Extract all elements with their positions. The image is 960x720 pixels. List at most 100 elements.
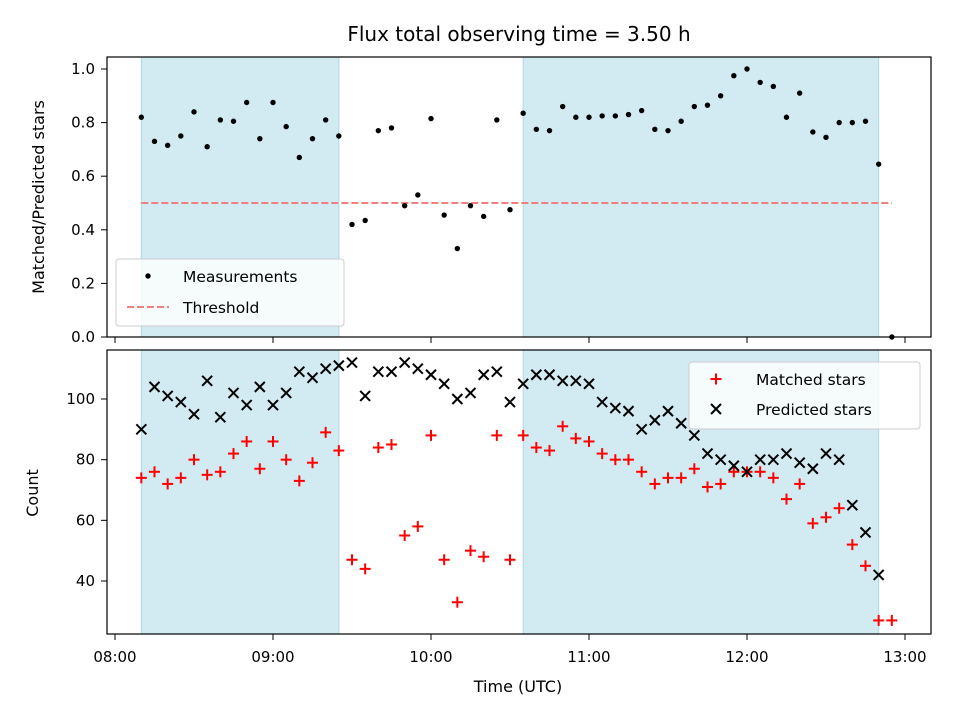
measurement-point: [138, 114, 145, 120]
top-shading: [140, 56, 880, 338]
matched-star-point: [517, 429, 529, 441]
matched-star-point: [530, 442, 542, 454]
x-tick-label: 09:00: [251, 648, 294, 666]
chart-title: Flux total observing time = 3.50 h: [347, 22, 690, 46]
measurement-point: [836, 119, 842, 126]
predicted-star-point: [491, 365, 503, 378]
cross-stroke: [148, 381, 161, 393]
cross-stroke: [780, 447, 793, 460]
x-tick-label: 10:00: [409, 648, 452, 666]
x-axis-label: Time (UTC): [473, 677, 562, 696]
cross-stroke: [741, 466, 753, 478]
predicted-star-point: [596, 396, 608, 408]
cross-stroke: [175, 396, 187, 408]
cross-stroke: [649, 414, 661, 426]
cross-stroke: [240, 399, 253, 411]
matched-star-point: [175, 472, 187, 484]
matched-star-point: [149, 466, 160, 478]
bottom-axes-frame: [106, 349, 932, 635]
predicted-star-point: [240, 399, 253, 411]
measurement-point: [810, 129, 816, 135]
predicted-star-point: [662, 405, 674, 417]
measurement-point: [230, 118, 237, 124]
matched-star-point: [557, 420, 569, 432]
measurement-point: [375, 127, 382, 134]
measurement-point: [336, 133, 342, 139]
matched-star-point: [794, 478, 806, 490]
x-tick-label: 12:00: [725, 648, 768, 666]
measurement-point: [362, 217, 368, 224]
matched-star-point: [320, 426, 332, 438]
predicted-star-point: [464, 387, 477, 399]
measurement-point: [467, 202, 474, 209]
cross-stroke: [201, 375, 213, 387]
predicted-star-point: [451, 393, 464, 405]
matched-star-point: [267, 435, 279, 447]
cross-stroke: [662, 405, 674, 417]
predicted-star-point: [859, 526, 872, 539]
predicted-star-point: [267, 399, 279, 411]
predicted-star-point: [425, 369, 437, 381]
predicted-star-point: [385, 365, 398, 378]
matched-star-point: [307, 457, 318, 469]
predicted-star-point: [504, 396, 516, 408]
top-legend: Measurements Threshold: [115, 258, 345, 327]
predicted-star-point: [701, 447, 714, 460]
predicted-star-point: [767, 453, 780, 466]
measurement-point: [731, 73, 737, 79]
cross-stroke: [688, 429, 701, 442]
bottom-legend-box: [688, 361, 921, 430]
measurement-point: [783, 114, 790, 120]
matched-star-point: [135, 472, 147, 484]
measurement-point: [573, 114, 579, 120]
cross-stroke: [583, 378, 595, 390]
cross-stroke: [385, 365, 398, 378]
x-tick-label: 08:00: [93, 648, 136, 666]
measurement-point: [178, 133, 184, 139]
cross-stroke: [491, 365, 503, 378]
cross-stroke: [859, 526, 872, 539]
cross-stroke: [728, 460, 740, 472]
measurement-point: [625, 111, 632, 118]
matched-star-point: [754, 466, 766, 478]
bottom-legend: Matched stars Predicted stars: [688, 361, 921, 430]
measurement-point: [257, 135, 263, 142]
measurement-point: [217, 117, 224, 123]
predicted-star-point: [556, 375, 569, 387]
predicted-star-point: [793, 456, 806, 469]
matched-star-point: [623, 454, 634, 466]
measurement-point: [204, 144, 210, 150]
cross-stroke: [833, 453, 845, 466]
predicted-star-point: [635, 423, 648, 436]
cross-stroke: [754, 453, 766, 466]
predicted-star-point: [728, 460, 740, 472]
matched-star-point: [860, 560, 871, 572]
legend-matched-marker: [710, 373, 722, 385]
measurement-point: [862, 118, 869, 124]
cross-stroke: [846, 499, 859, 511]
matched-star-point: [675, 472, 687, 484]
measurement-point: [586, 114, 592, 120]
predicted-star-point: [333, 359, 345, 372]
bottom-y-tick-label: 100: [66, 390, 95, 408]
legend-measurements-marker: [145, 273, 151, 279]
predicted-star-point: [214, 411, 227, 423]
legend-predicted-label: Predicted stars: [756, 401, 872, 419]
predicted-star-point: [438, 378, 450, 390]
cross-stroke: [451, 393, 464, 405]
cross-stroke: [793, 456, 806, 469]
matched-star-point: [609, 454, 621, 466]
cross-stroke: [372, 365, 385, 378]
measurement-point: [191, 109, 197, 115]
cross-stroke: [543, 369, 556, 381]
predicted-star-point: [477, 369, 490, 381]
measurement-point: [401, 202, 408, 209]
predicted-star-point: [175, 396, 187, 408]
matched-star-point: [425, 429, 437, 441]
cross-stroke: [872, 569, 885, 581]
bottom-y-tick-label: 60: [76, 511, 95, 529]
legend-predicted-marker: [710, 403, 722, 415]
measurement-point: [599, 113, 605, 119]
cross-stroke: [188, 408, 200, 420]
